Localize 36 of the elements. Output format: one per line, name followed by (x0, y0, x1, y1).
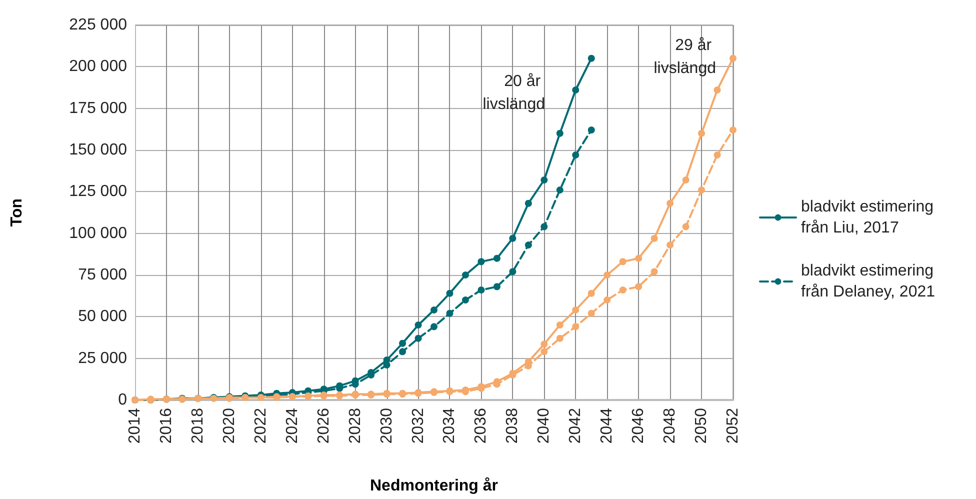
legend-label: bladvikt estimering från Liu, 2017 (801, 198, 938, 236)
x-tick-label: 2028 (346, 408, 364, 444)
x-tick-label: 2016 (158, 408, 175, 444)
x-tick-label: 2014 (126, 408, 144, 444)
y-tick-label: 175 000 (69, 100, 128, 117)
x-tick-label: 2018 (189, 408, 206, 444)
x-tick-label: 2044 (598, 408, 616, 444)
y-tick-label: 75 000 (78, 266, 128, 284)
annotation: 20 år livslängd (482, 73, 545, 113)
x-tick-label: 2034 (441, 408, 458, 444)
y-axis-title: Ton (8, 198, 26, 227)
annotation: 29 år livslängd (654, 37, 716, 77)
x-tick-label: 2022 (252, 408, 270, 444)
x-tick-label: 2036 (472, 408, 490, 444)
y-tick-label: 125 000 (69, 183, 128, 200)
x-tick-label: 2026 (315, 408, 332, 444)
x-tick-label: 2030 (378, 408, 396, 444)
y-tick-label: 225 000 (69, 16, 128, 34)
x-tick-label: 2040 (536, 408, 553, 444)
y-tick-label: 50 000 (78, 308, 128, 326)
y-tick-label: 150 000 (69, 142, 128, 158)
y-tick-label: 25 000 (78, 350, 128, 367)
x-tick-label: 2042 (567, 408, 584, 444)
x-tick-label: 2020 (220, 408, 238, 444)
x-tick-label: 2024 (284, 408, 301, 444)
x-axis-title: Nedmontering år (370, 476, 498, 494)
x-tick-label: 2032 (410, 408, 427, 444)
x-tick-label: 2046 (630, 408, 648, 444)
y-tick-label: 0 (118, 392, 128, 408)
y-tick-label: 100 000 (69, 224, 128, 242)
x-tick-label: 2052 (724, 408, 742, 444)
x-tick-label: 2038 (504, 408, 522, 444)
y-tick-label: 200 000 (69, 58, 128, 76)
legend-label: bladvikt estimering från Delaney, 2021 (801, 262, 938, 300)
x-tick-label: 2050 (693, 408, 710, 444)
x-tick-label: 2048 (662, 408, 679, 444)
